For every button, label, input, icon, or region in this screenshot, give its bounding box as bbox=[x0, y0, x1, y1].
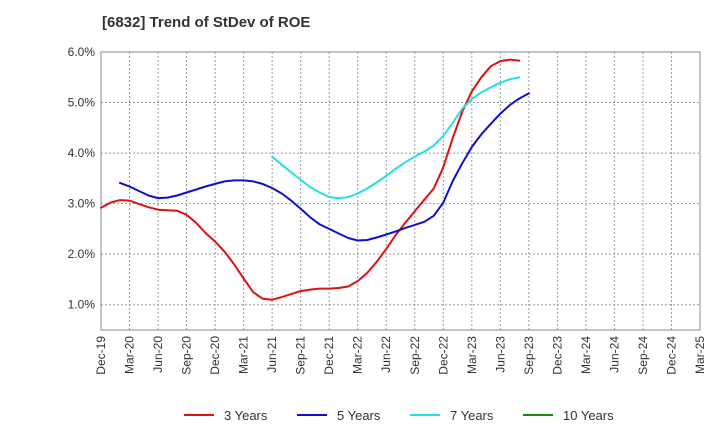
x-tick-label: Jun-23 bbox=[493, 336, 507, 373]
y-tick-label: 5.0% bbox=[68, 96, 96, 110]
plot-border bbox=[100, 51, 701, 331]
series-line-5-years bbox=[119, 92, 530, 242]
x-tick-label: Sep-23 bbox=[522, 336, 536, 375]
legend-label: 7 Years bbox=[450, 408, 494, 423]
y-tick-label: 3.0% bbox=[68, 197, 96, 211]
x-tick-label: Dec-23 bbox=[550, 336, 564, 375]
x-tick-label: Sep-21 bbox=[294, 336, 308, 375]
legend-label: 10 Years bbox=[563, 408, 614, 423]
legend-label: 5 Years bbox=[337, 408, 381, 423]
x-tick-label: Jun-20 bbox=[151, 336, 165, 373]
y-tick-label: 2.0% bbox=[68, 247, 96, 261]
series-line-3-years bbox=[100, 58, 521, 301]
x-tick-label: Mar-22 bbox=[351, 336, 365, 374]
y-tick-label: 1.0% bbox=[68, 298, 96, 312]
x-tick-label: Mar-20 bbox=[123, 336, 137, 374]
x-tick-label: Jun-22 bbox=[379, 336, 393, 373]
x-tick-label: Mar-21 bbox=[237, 336, 251, 374]
x-tick-label: Sep-22 bbox=[408, 336, 422, 375]
x-tick-label: Jun-24 bbox=[607, 336, 621, 373]
x-tick-label: Dec-19 bbox=[94, 336, 108, 375]
x-tick-label: Jun-21 bbox=[265, 336, 279, 373]
x-tick-label: Mar-24 bbox=[579, 336, 593, 374]
y-tick-label: 4.0% bbox=[68, 146, 96, 160]
x-tick-label: Dec-22 bbox=[436, 336, 450, 375]
legend: 3 Years 5 Years 7 Years 10 Years bbox=[184, 408, 614, 423]
x-tick-label: Dec-20 bbox=[208, 336, 222, 375]
x-tick-label: Dec-24 bbox=[664, 336, 678, 375]
legend-label: 3 Years bbox=[224, 408, 268, 423]
x-tick-label: Dec-21 bbox=[322, 336, 336, 375]
tick-labels: 1.0% 2.0% 3.0% 4.0% 5.0% 6.0% Dec-19 Mar-20 Jun-… bbox=[68, 45, 707, 375]
x-tick-label: Sep-24 bbox=[636, 336, 650, 375]
x-tick-label: Mar-23 bbox=[465, 336, 479, 374]
x-tick-label: Mar-25 bbox=[693, 336, 707, 374]
series-line-7-years bbox=[271, 76, 521, 200]
y-tick-label: 6.0% bbox=[68, 45, 96, 59]
x-tick-label: Sep-20 bbox=[180, 336, 194, 375]
chart-title: [6832] Trend of StDev of ROE bbox=[102, 14, 311, 31]
axes bbox=[100, 51, 701, 331]
series-lines bbox=[100, 58, 530, 301]
